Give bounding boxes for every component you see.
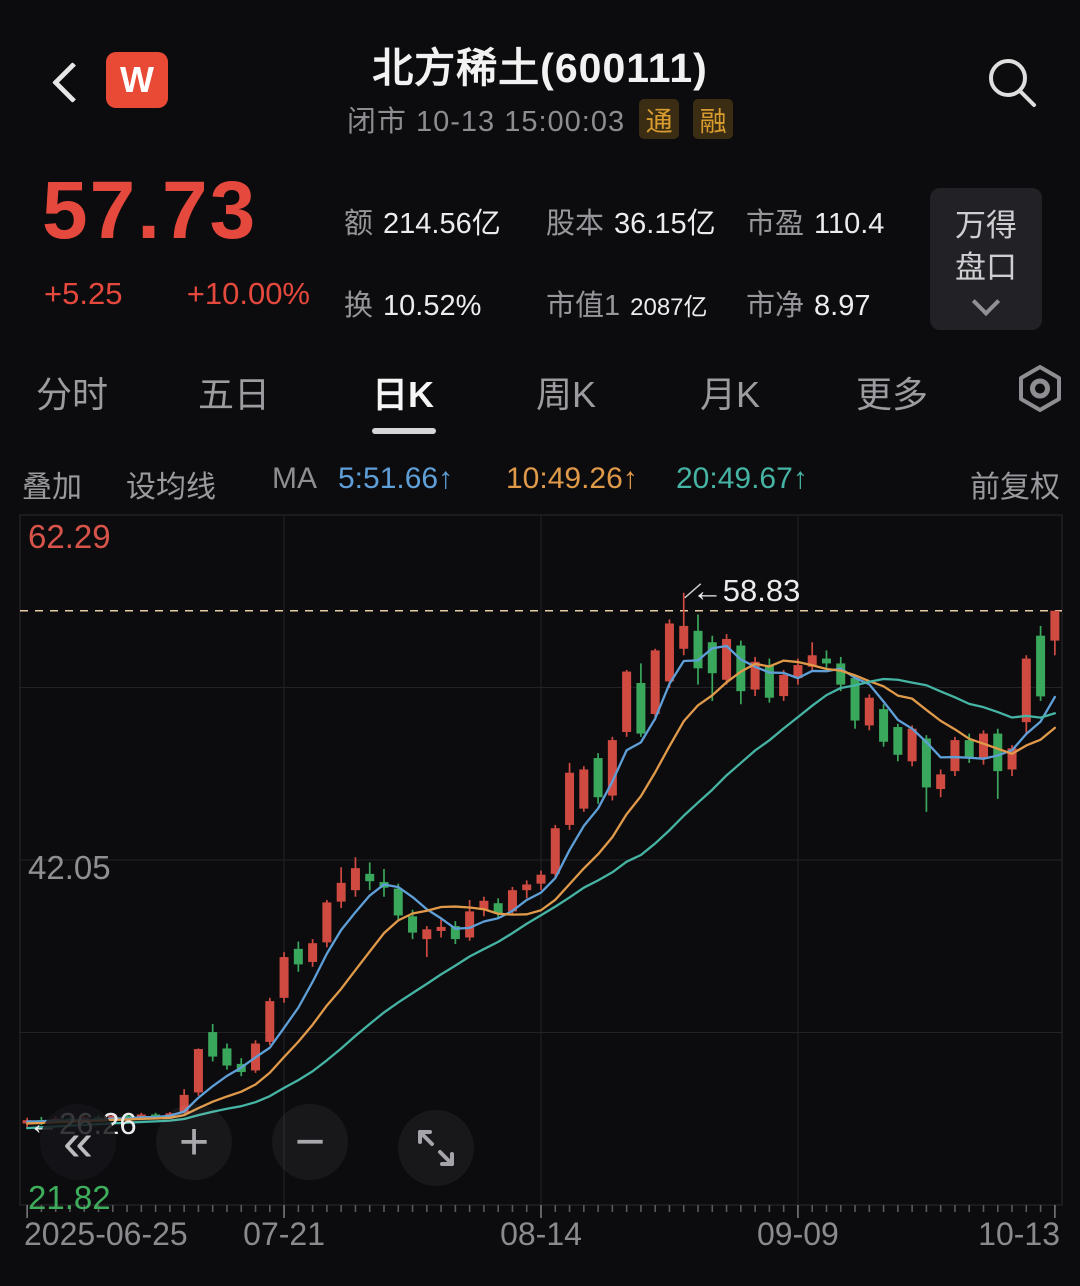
change-percent: +10.00%	[186, 276, 310, 311]
expand-icon	[418, 1130, 454, 1166]
expand-button[interactable]	[398, 1110, 474, 1186]
tab-monthly-k[interactable]: 月K	[700, 374, 761, 415]
last-price: 57.73	[42, 165, 258, 256]
y-axis-label-mid: 42.05	[28, 848, 111, 886]
price-change: +5.25 +10.00%	[44, 276, 310, 312]
hex-nut-icon	[1019, 365, 1061, 412]
set-ma-button[interactable]: 设均线	[126, 471, 216, 504]
y-axis-label-low: 21.82	[28, 1178, 111, 1216]
y-axis-label-high: 62.29	[28, 518, 111, 556]
ma-label: MA	[272, 462, 317, 495]
tab-minute[interactable]: 分时	[36, 374, 109, 415]
tab-5day[interactable]: 五日	[198, 374, 271, 415]
chevron-down-icon	[971, 287, 1001, 317]
active-tab-underline	[372, 428, 436, 434]
x-axis-label: 10-13	[978, 1216, 1060, 1252]
rewind-button[interactable]: «	[40, 1104, 116, 1180]
tab-weekly-k[interactable]: 周K	[536, 374, 597, 415]
x-axis-label: 09-09	[757, 1216, 839, 1252]
x-axis-label: 07-21	[243, 1216, 325, 1252]
zoom-out-button[interactable]: −	[272, 1104, 348, 1180]
change-value: +5.25	[44, 276, 123, 311]
search-button[interactable]	[980, 52, 1044, 112]
zoom-in-button[interactable]: +	[156, 1104, 232, 1180]
margin-badge-tong: 通	[639, 99, 680, 139]
stat-share-capital: 股本 36.15亿	[546, 208, 716, 240]
status-row: 闭市 10-13 15:00:03 通 融	[0, 98, 1080, 140]
stat-pe: 市盈 110.4	[746, 208, 885, 240]
margin-badge-rong: 融	[693, 99, 734, 139]
minus-icon: −	[294, 1113, 326, 1171]
ma10-value: 10:49.26↑	[506, 462, 638, 495]
ma20-value: 20:49.67↑	[676, 462, 808, 495]
stat-turnover: 换 10.52%	[344, 290, 482, 322]
tab-more[interactable]: 更多	[856, 374, 929, 415]
ma5-value: 5:51.66↑	[338, 462, 454, 495]
wind-order-book-button[interactable]: 万得 盘口	[930, 188, 1042, 330]
rewind-icon: «	[62, 1112, 94, 1172]
x-axis-label: 08-14	[500, 1216, 582, 1252]
chart-settings-button[interactable]	[1014, 362, 1066, 414]
tab-daily-k[interactable]: 日K	[372, 374, 434, 415]
x-axis-label: 2025-06-25	[24, 1216, 188, 1252]
stat-amount: 额 214.56亿	[344, 208, 501, 240]
plus-icon: +	[178, 1113, 210, 1171]
page-title: 北方稀土(600111)	[372, 45, 708, 91]
wind-logo: W	[106, 52, 168, 108]
high-price-annotation: ←58.83	[691, 572, 801, 608]
stat-pb: 市净 8.97	[746, 290, 871, 322]
search-icon	[989, 59, 1036, 107]
stat-market-cap: 市值1 2087亿	[546, 290, 708, 322]
adjust-mode-button[interactable]: 前复权	[970, 471, 1060, 504]
overlay-button[interactable]: 叠加	[22, 471, 82, 504]
market-status-time: 闭市 10-13 15:00:03	[346, 106, 626, 138]
